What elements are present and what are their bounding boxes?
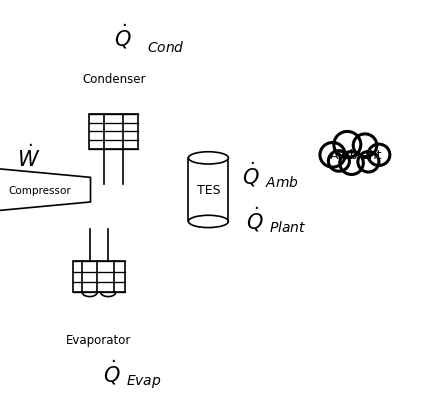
Circle shape bbox=[320, 143, 345, 168]
Text: Ambient: Ambient bbox=[330, 149, 382, 162]
Text: $\mathit{Amb}$: $\mathit{Amb}$ bbox=[265, 175, 299, 189]
Text: $\dot{Q}$: $\dot{Q}$ bbox=[114, 22, 131, 51]
Circle shape bbox=[334, 132, 361, 158]
Circle shape bbox=[368, 145, 390, 166]
Text: Condenser: Condenser bbox=[82, 73, 145, 86]
Ellipse shape bbox=[189, 152, 229, 165]
Text: $\dot{Q}$: $\dot{Q}$ bbox=[103, 358, 121, 387]
Circle shape bbox=[353, 135, 377, 157]
Text: $\mathit{Cond}$: $\mathit{Cond}$ bbox=[147, 40, 185, 54]
Text: $\mathit{Plant}$: $\mathit{Plant}$ bbox=[269, 220, 306, 234]
Circle shape bbox=[328, 151, 349, 172]
Text: $\dot{Q}$: $\dot{Q}$ bbox=[246, 204, 264, 233]
Text: Evaporator: Evaporator bbox=[66, 333, 132, 346]
Circle shape bbox=[340, 152, 363, 175]
Text: $\dot{W}$: $\dot{W}$ bbox=[17, 144, 40, 171]
Text: $\dot{Q}$: $\dot{Q}$ bbox=[242, 160, 260, 188]
Circle shape bbox=[358, 152, 379, 173]
Text: TES: TES bbox=[197, 184, 220, 197]
Text: $\mathit{Evap}$: $\mathit{Evap}$ bbox=[126, 372, 162, 389]
Text: Compressor: Compressor bbox=[8, 185, 72, 195]
